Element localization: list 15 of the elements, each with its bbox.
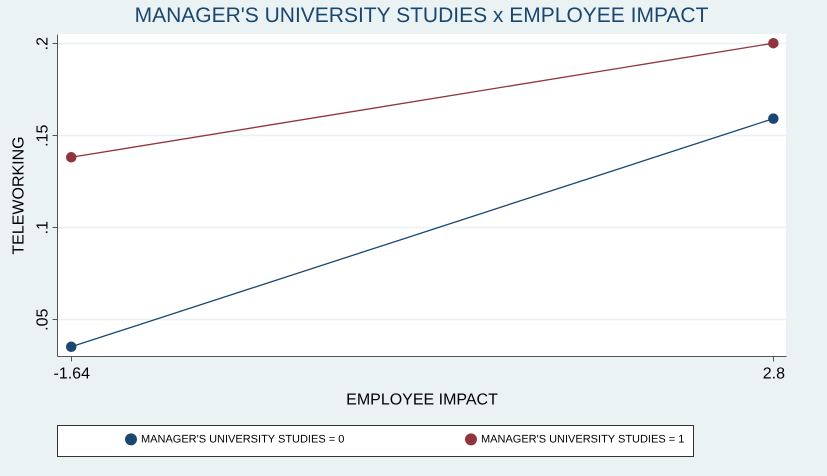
x-tick-label: -1.64 — [54, 366, 90, 382]
x-axis-title: EMPLOYEE IMPACT — [346, 392, 498, 408]
legend-label: MANAGER'S UNIVERSITY STUDIES = 0 — [141, 433, 344, 446]
y-tick-label: .15 — [34, 124, 52, 147]
point — [66, 152, 76, 163]
point — [66, 342, 76, 352]
point — [768, 38, 779, 48]
chart-title: MANAGER'S UNIVERSITY STUDIES x EMPLOYEE IMPACT — [134, 4, 709, 27]
y-tick-label: .1 — [34, 220, 52, 234]
y-axis-title: TELEWORKING — [10, 136, 28, 255]
legend-label: MANAGER'S UNIVERSITY STUDIES = 1 — [481, 433, 684, 446]
x-tick-label: 2.8 — [762, 366, 786, 382]
y-tick-label: .05 — [34, 308, 52, 331]
point — [768, 113, 779, 124]
y-tick-label: .2 — [34, 36, 52, 50]
